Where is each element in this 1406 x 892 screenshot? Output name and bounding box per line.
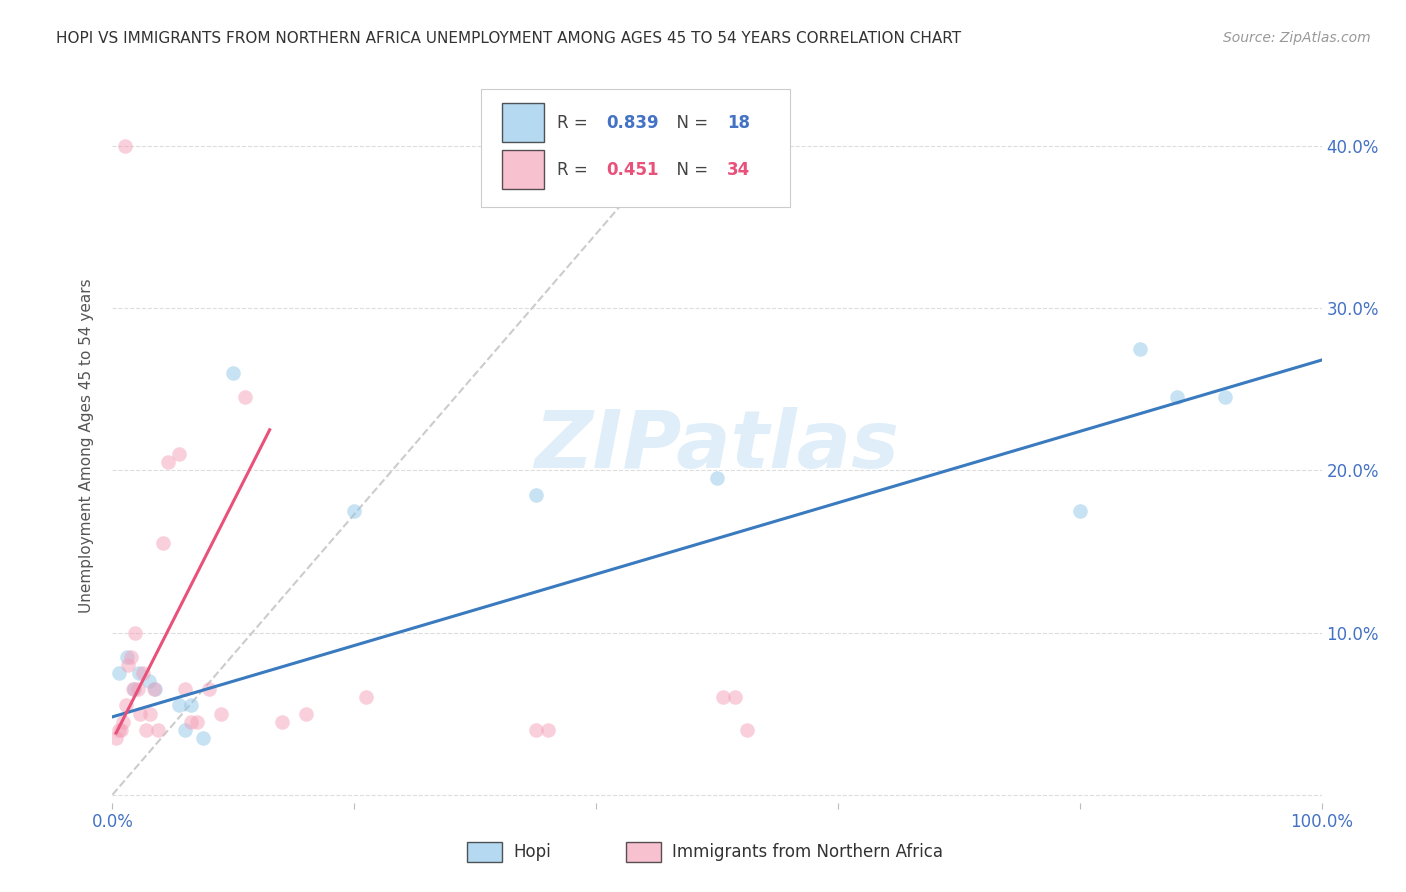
Point	[186, 714, 208, 729]
Point	[138, 674, 160, 689]
Point	[127, 682, 149, 697]
Point	[143, 682, 166, 697]
Point	[270, 714, 292, 729]
Point	[128, 666, 150, 681]
Point	[114, 698, 136, 713]
Point	[711, 690, 734, 705]
Point	[524, 488, 547, 502]
Text: R =: R =	[557, 161, 593, 178]
Text: 0.839: 0.839	[606, 114, 658, 132]
Text: N =: N =	[666, 161, 714, 178]
Point	[107, 723, 129, 737]
Text: ZIPatlas: ZIPatlas	[534, 407, 900, 485]
Text: HOPI VS IMMIGRANTS FROM NORTHERN AFRICA UNEMPLOYMENT AMONG AGES 45 TO 54 YEARS C: HOPI VS IMMIGRANTS FROM NORTHERN AFRICA …	[56, 31, 962, 46]
Point	[222, 366, 245, 380]
Point	[1069, 504, 1091, 518]
Point	[167, 447, 190, 461]
Point	[737, 723, 759, 737]
Point	[524, 723, 547, 737]
Point	[191, 731, 214, 745]
FancyBboxPatch shape	[481, 89, 790, 207]
Point	[117, 657, 139, 672]
Point	[122, 682, 145, 697]
Text: 34: 34	[727, 161, 749, 178]
Point	[107, 666, 129, 681]
Point	[110, 723, 132, 737]
Point	[112, 714, 135, 729]
Point	[235, 390, 257, 404]
Point	[152, 536, 174, 550]
FancyBboxPatch shape	[502, 150, 544, 189]
Point	[120, 649, 142, 664]
Point	[1129, 342, 1152, 356]
Text: R =: R =	[557, 114, 593, 132]
Point	[724, 690, 747, 705]
Point	[142, 682, 165, 697]
Text: Source: ZipAtlas.com: Source: ZipAtlas.com	[1223, 31, 1371, 45]
Point	[174, 682, 197, 697]
Text: 0.451: 0.451	[606, 161, 658, 178]
Point	[132, 666, 155, 681]
Point	[124, 625, 146, 640]
Y-axis label: Unemployment Among Ages 45 to 54 years: Unemployment Among Ages 45 to 54 years	[79, 278, 94, 614]
Point	[167, 698, 190, 713]
Point	[295, 706, 318, 721]
Point	[706, 471, 728, 485]
Text: 18: 18	[727, 114, 749, 132]
Point	[114, 139, 136, 153]
Point	[209, 706, 232, 721]
Text: Hopi: Hopi	[513, 843, 551, 861]
FancyBboxPatch shape	[502, 103, 544, 143]
Point	[148, 723, 170, 737]
Point	[198, 682, 221, 697]
Point	[174, 723, 197, 737]
Point	[157, 455, 180, 469]
Point	[122, 682, 145, 697]
Point	[105, 731, 128, 745]
Point	[343, 504, 366, 518]
Point	[1213, 390, 1236, 404]
Point	[537, 723, 560, 737]
Point	[180, 714, 202, 729]
Point	[129, 706, 152, 721]
Point	[356, 690, 378, 705]
Point	[115, 649, 138, 664]
Point	[135, 723, 157, 737]
Point	[139, 706, 162, 721]
Text: Immigrants from Northern Africa: Immigrants from Northern Africa	[672, 843, 943, 861]
Point	[1166, 390, 1188, 404]
Text: N =: N =	[666, 114, 714, 132]
Point	[180, 698, 202, 713]
